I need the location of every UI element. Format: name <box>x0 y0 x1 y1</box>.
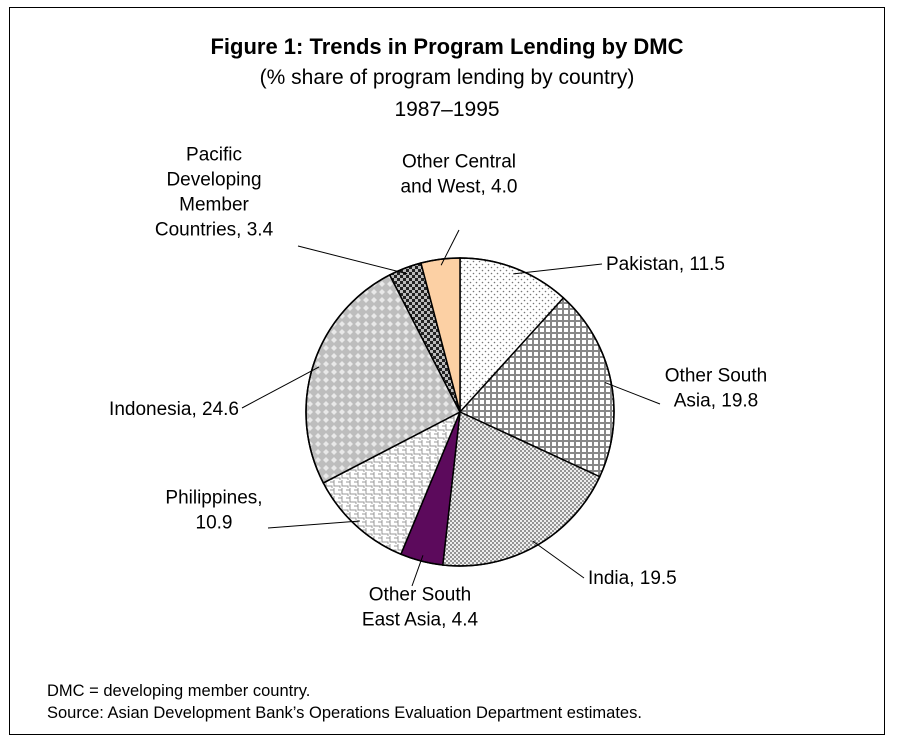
slice-label-indonesia: Indonesia, 24.6 <box>109 399 239 420</box>
leader-line-pacific-developing-member-countries <box>297 245 408 275</box>
slice-label-pacific-developing-member-countries: Pacific Developing Member Countries, 3.4 <box>155 145 274 241</box>
slice-label-other-central-and-west: Other Central and West, 4.0 <box>401 152 518 198</box>
slice-label-philippines: Philippines, 10.9 <box>165 488 262 534</box>
slice-label-other-south-east-asia: Other South East Asia, 4.4 <box>362 585 479 631</box>
chart-period: 1987–1995 <box>394 98 500 121</box>
pie-outline <box>305 257 615 567</box>
leader-line-india <box>532 540 585 579</box>
leader-line-other-central-and-west <box>440 229 460 266</box>
leader-line-indonesia <box>241 366 320 409</box>
chart-subtitle: (% share of program lending by country) <box>259 66 635 89</box>
figure-frame: Figure 1: Trends in Program Lending by D… <box>9 7 885 735</box>
slice-label-other-south-asia: Other South Asia, 19.8 <box>665 366 767 412</box>
leader-line-pakistan <box>513 263 603 275</box>
abbreviation-note: DMC = developing member country. <box>47 682 311 700</box>
leader-line-other-south-asia <box>604 382 661 405</box>
leader-line-other-south-east-asia <box>411 555 424 587</box>
source-note: Source: Asian Development Bank’s Operati… <box>47 704 642 722</box>
chart-title: Figure 1: Trends in Program Lending by D… <box>210 34 684 59</box>
slice-label-pakistan: Pakistan, 11.5 <box>606 254 725 275</box>
pie-chart: Pakistan, 11.5 Other South Asia, 19.8 India… <box>109 145 767 631</box>
leader-line-philippines <box>267 520 360 529</box>
slice-label-india: India, 19.5 <box>588 568 677 589</box>
